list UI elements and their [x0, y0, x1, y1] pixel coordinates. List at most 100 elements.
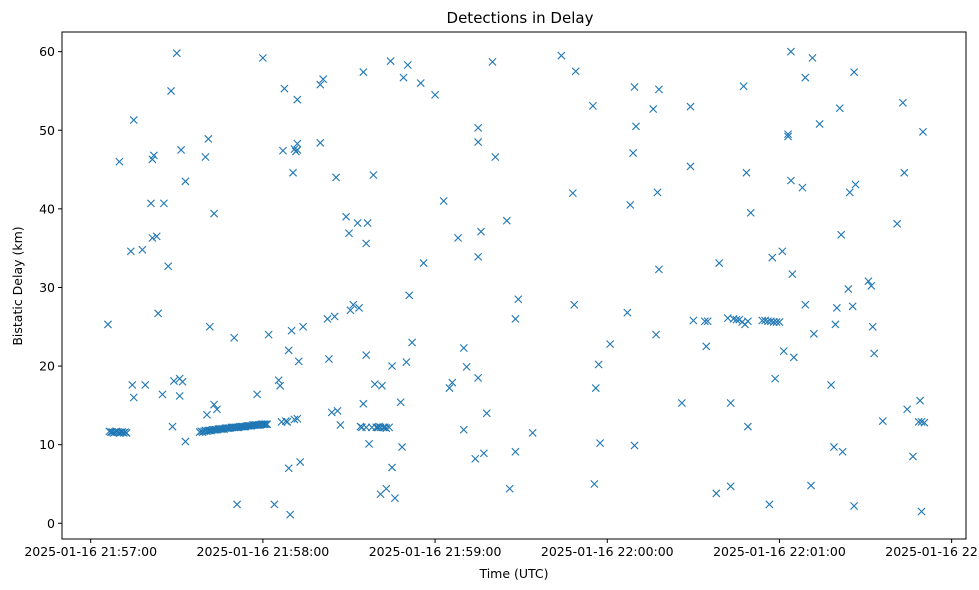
data-point-marker	[557, 51, 566, 60]
data-point-marker	[382, 424, 391, 433]
data-point-marker	[261, 420, 270, 429]
data-point-marker	[141, 380, 150, 389]
data-point-marker	[287, 326, 296, 335]
data-point-marker	[294, 357, 303, 366]
data-point-marker	[893, 219, 902, 228]
data-point-marker	[386, 57, 395, 66]
data-point-marker	[230, 333, 239, 342]
data-point-marker	[626, 200, 635, 209]
data-point-marker	[359, 68, 368, 77]
data-point-marker	[148, 233, 157, 242]
data-point-marker	[263, 420, 272, 429]
data-point-marker	[700, 317, 709, 326]
data-point-marker	[431, 90, 440, 99]
data-point-marker	[324, 355, 333, 363]
data-point-marker	[293, 139, 302, 148]
data-point-marker	[333, 406, 342, 415]
data-point-marker	[454, 233, 463, 242]
data-point-marker	[827, 380, 836, 389]
data-point-marker	[264, 330, 273, 339]
data-point-marker	[689, 316, 698, 325]
data-point-marker	[159, 199, 168, 208]
data-point-marker	[630, 83, 639, 92]
data-point-marker	[623, 308, 632, 317]
data-point-marker	[293, 145, 302, 154]
data-point-marker	[864, 277, 873, 286]
data-point-marker	[786, 176, 795, 185]
data-point-marker	[851, 180, 860, 189]
data-point-marker	[323, 314, 332, 323]
data-point-marker	[649, 105, 658, 114]
data-point-marker	[590, 479, 599, 488]
data-point-marker	[258, 53, 267, 62]
data-point-marker	[154, 309, 163, 318]
data-point-marker	[278, 146, 287, 155]
data-point-marker	[385, 423, 394, 432]
data-point-marker	[568, 189, 577, 198]
data-point-marker	[336, 421, 345, 430]
data-point-marker	[917, 507, 926, 516]
data-point-marker	[416, 79, 425, 88]
data-point-marker	[362, 351, 371, 360]
data-point-marker	[712, 489, 721, 498]
data-point-marker	[732, 315, 741, 324]
data-point-marker	[702, 342, 711, 351]
data-point-marker	[204, 134, 213, 143]
data-point-marker	[284, 464, 293, 473]
data-point-marker	[850, 501, 859, 510]
data-point-marker	[359, 399, 368, 408]
data-point-marker	[419, 259, 428, 268]
data-point-marker	[786, 47, 795, 56]
data-point-marker	[149, 151, 158, 160]
data-point-marker	[867, 281, 876, 290]
data-point-marker	[369, 171, 378, 180]
data-point-marker	[379, 423, 388, 432]
data-point-marker	[128, 380, 137, 389]
data-point-marker	[511, 314, 520, 323]
data-point-marker	[146, 199, 155, 208]
data-point-marker	[253, 390, 262, 399]
data-point-marker	[801, 73, 810, 82]
data-point-marker	[396, 398, 405, 407]
data-point-marker	[677, 399, 686, 408]
data-point-marker	[202, 410, 211, 419]
data-point-marker	[402, 358, 411, 367]
data-point-marker	[654, 265, 663, 274]
x-tick-label: 2025-01-16 22:00:00	[541, 544, 674, 559]
data-point-marker	[870, 349, 879, 358]
data-point-marker	[344, 229, 353, 238]
data-point-marker	[260, 420, 269, 429]
data-point-marker	[474, 138, 483, 147]
data-point-marker	[474, 252, 483, 261]
data-point-marker	[365, 439, 374, 448]
data-point-marker	[491, 152, 500, 161]
data-point-marker	[283, 417, 292, 426]
data-point-marker	[201, 152, 210, 161]
data-point-marker	[528, 428, 537, 437]
data-point-marker	[916, 396, 925, 405]
data-point-marker	[462, 362, 471, 371]
data-point-marker	[330, 312, 339, 321]
data-point-marker	[270, 500, 279, 509]
data-point-marker	[837, 230, 846, 239]
data-point-marker	[844, 285, 853, 294]
data-point-marker	[355, 303, 364, 312]
y-tick-label: 50	[39, 123, 55, 138]
plot-area-frame	[61, 31, 967, 540]
data-point-marker	[212, 405, 221, 414]
data-point-marker	[205, 322, 214, 331]
data-point-marker	[178, 377, 187, 386]
data-point-marker	[878, 417, 887, 426]
data-point-marker	[122, 428, 131, 437]
data-point-marker	[439, 197, 448, 205]
data-point-marker	[488, 57, 497, 66]
data-point-marker	[377, 381, 386, 390]
x-tick-label: 2025-01-16 21:57:00	[24, 544, 157, 559]
data-point-marker	[382, 484, 391, 493]
data-point-marker	[746, 208, 755, 217]
data-point-marker	[286, 510, 295, 519]
data-point-marker	[175, 391, 184, 400]
data-point-marker	[571, 67, 580, 76]
